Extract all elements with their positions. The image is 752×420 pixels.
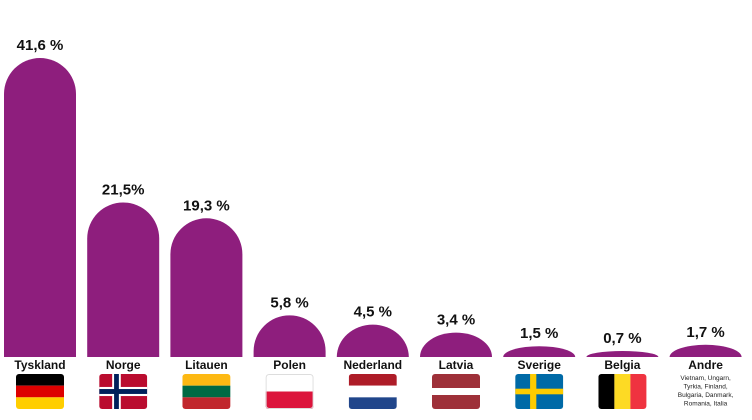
category-label-belgia: Belgia — [604, 358, 640, 372]
other-note-line: Tyrkia, Finland, — [684, 384, 728, 391]
category-labels-layer: Tyskland Norge Litauen Polen Nederland Latvia… — [14, 358, 723, 372]
other-note-line: Romania, Italia — [684, 401, 728, 408]
bar-andre — [669, 344, 742, 357]
latvia-flag — [432, 374, 480, 409]
belgium-flag — [598, 374, 647, 409]
bar-nederland — [336, 324, 409, 357]
bar-litauen — [170, 218, 243, 357]
other-countries-note: Vietnam, Ungarn, Tyrkia, Finland,Bulgaria… — [678, 375, 734, 408]
category-label-tyskland: Tyskland — [14, 358, 65, 372]
category-label-norge: Norge — [106, 358, 141, 372]
value-label-latvia: 3,4 % — [437, 312, 475, 329]
value-label-litauen: 19,3 % — [183, 197, 230, 214]
category-label-latvia: Latvia — [439, 358, 474, 372]
category-label-nederland: Nederland — [343, 358, 402, 372]
bar-latvia — [420, 332, 492, 357]
category-label-polen: Polen — [273, 358, 306, 372]
value-label-sverige: 1,5 % — [520, 325, 558, 342]
category-label-sverige: Sverige — [518, 358, 562, 372]
germany-flag — [16, 374, 64, 409]
bars-layer — [4, 58, 742, 357]
other-note-line: Bulgaria, Danmark, — [678, 392, 734, 399]
flags-layer — [16, 374, 647, 409]
value-label-tyskland: 41,6 % — [17, 37, 64, 54]
netherlands-flag — [348, 374, 397, 409]
category-label-andre: Andre — [688, 358, 723, 372]
bar-polen — [253, 315, 326, 357]
value-labels-layer: 41,6 % 21,5% 19,3 % 5,8 % 4,5 % 3,4 % 1,5 % 0,7… — [17, 37, 725, 347]
poland-flag — [265, 374, 314, 409]
lithuania-flag — [182, 374, 231, 409]
bar-sverige — [503, 346, 576, 357]
sweden-flag — [515, 374, 564, 409]
bar-norge — [87, 202, 160, 357]
bar-belgia — [586, 351, 659, 357]
bar-tyskland — [4, 58, 76, 357]
value-label-belgia: 0,7 % — [603, 330, 641, 347]
category-label-litauen: Litauen — [185, 358, 228, 372]
other-note-line: Vietnam, Ungarn, — [680, 375, 731, 382]
value-label-andre: 1,7 % — [686, 324, 724, 341]
value-label-nederland: 4,5 % — [354, 304, 392, 321]
value-label-norge: 21,5% — [102, 181, 145, 198]
value-label-polen: 5,8 % — [270, 294, 308, 311]
norway-flag — [99, 374, 148, 409]
